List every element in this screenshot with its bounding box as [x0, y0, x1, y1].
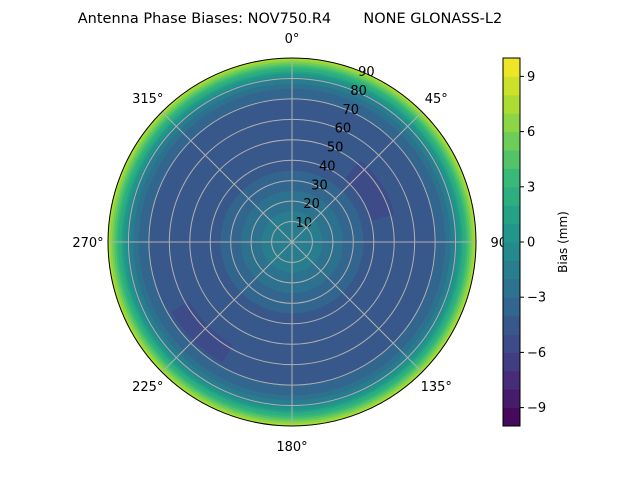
colorbar-segment [503, 94, 520, 114]
colorbar-segment [503, 352, 520, 372]
radial-tick-label: 60 [335, 122, 352, 137]
colorbar-segment [503, 150, 520, 169]
radial-tick-label: 30 [311, 178, 328, 193]
angular-tick-label: 0° [285, 32, 300, 47]
radial-tick-label: 10 [296, 216, 313, 231]
angular-tick-label: 270° [72, 236, 103, 251]
colorbar-tick-label: −6 [527, 346, 546, 361]
colorbar-segment [503, 205, 520, 225]
colorbar-segment [503, 223, 520, 243]
radial-tick-label: 20 [303, 197, 320, 212]
colorbar-segment [503, 131, 520, 151]
angular-tick-label: 225° [132, 380, 163, 395]
polar-plot: 1020304050607080900°45°90°135°180°225°27… [72, 32, 513, 455]
colorbar-segment [503, 297, 520, 317]
colorbar-tick-label: 3 [527, 180, 535, 195]
polar-frame [107, 57, 477, 427]
angular-tick-label: 45° [425, 92, 448, 107]
radial-tick-label: 80 [350, 84, 367, 99]
low-bias-patch [344, 160, 395, 221]
colorbar-tick-label: 6 [527, 125, 535, 140]
colorbar-segment [503, 113, 520, 133]
angular-tick-label: 180° [276, 440, 307, 455]
colorbar-tick-label: 0 [527, 236, 535, 251]
colorbar-segment [503, 242, 520, 261]
colorbar-segment [503, 260, 520, 280]
radial-tick-label: 50 [327, 141, 344, 156]
angular-tick-label: 315° [132, 92, 163, 107]
radial-tick-label: 40 [319, 159, 336, 174]
angular-gridline [291, 241, 423, 373]
colorbar-segment [503, 315, 520, 335]
colorbar-segment [503, 370, 520, 390]
angular-tick-label: 135° [421, 380, 452, 395]
angular-gridline [291, 111, 423, 243]
colorbar: −9 −6 −3 0 3 6 9 [502, 57, 546, 427]
angular-gridline [161, 111, 293, 243]
colorbar-segment [503, 186, 520, 206]
radial-tick-label: 70 [342, 103, 359, 118]
colorbar-segment [503, 278, 520, 298]
chart-title: Antenna Phase Biases: NOV750.R4 NONE GLO… [78, 11, 502, 27]
colorbar-segment [503, 168, 520, 188]
colorbar-segment [503, 58, 520, 77]
colorbar-tick-label: −3 [527, 291, 546, 306]
colorbar-segment [503, 76, 520, 96]
colorbar-segment [503, 389, 520, 409]
colorbar-tick-label: −9 [527, 401, 546, 416]
radial-tick-label: 90 [358, 65, 375, 80]
colorbar-tick-label: 9 [527, 70, 535, 85]
colorbar-segment [503, 407, 520, 427]
angular-gridline [161, 241, 293, 373]
colorbar-label: Bias (mm) [556, 211, 570, 273]
colorbar-segment [503, 334, 520, 353]
